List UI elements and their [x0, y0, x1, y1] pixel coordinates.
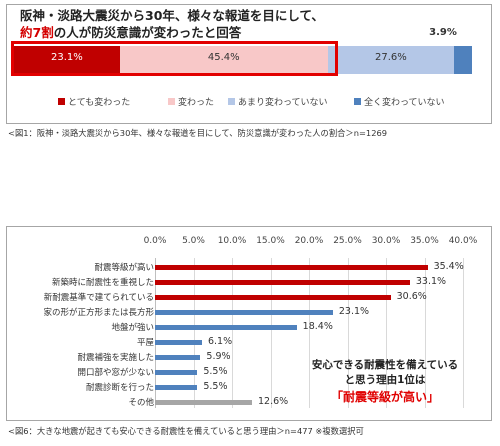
category-label: 新築時に耐震性を重視した [51, 278, 154, 288]
gridline [270, 258, 272, 408]
bar-value-label: 23.1% [338, 306, 370, 317]
x-tick-label: 0.0% [143, 236, 167, 246]
category-label: 耐震補強を実施した [77, 353, 154, 363]
category-label: 耐震等級が高い [94, 263, 154, 273]
chart2-panel [6, 226, 492, 421]
legend-swatch [354, 98, 361, 105]
gridline [309, 258, 310, 408]
stack-segment-1 [119, 46, 328, 74]
x-tick-label: 20.0% [294, 236, 324, 246]
gridline [386, 258, 387, 408]
gridline [232, 258, 233, 408]
legend-item: とても変わった [58, 95, 130, 108]
bar-value-label: 18.4% [302, 321, 333, 332]
chart2-caption: <図6：大きな地震が起きても安心できる耐震性を備えていると思う理由＞n=477 … [8, 426, 364, 436]
chart1-title: 阪神・淡路大震災から30年、様々な報道を目にして、 約7割の人が防災意識が変わっ… [20, 7, 324, 41]
bar-value-label: 30.6% [396, 291, 427, 302]
legend-swatch [168, 98, 175, 105]
callout-line-1: 安心できる耐震性を備えている [311, 359, 459, 371]
x-tick-label: 40.0% [448, 236, 478, 246]
stack-segment-2 [327, 46, 455, 74]
title-line-2-rest: の人が防災意識が変わったと回答 [53, 25, 242, 40]
stack-segment-3 [454, 46, 472, 74]
stack-value-label: 23.1% [51, 52, 83, 63]
bar-value-label: 33.1% [415, 276, 447, 287]
legend-item: あまり変わっていない [228, 95, 328, 108]
category-label: 家の形が正方形または長方形 [43, 308, 154, 318]
bar [155, 310, 333, 315]
bar [155, 385, 198, 390]
title-line-1: 阪神・淡路大震災から30年、様々な報道を目にして、 [20, 8, 324, 23]
stack-value-label-outside: 3.9% [429, 27, 457, 38]
x-tick-label: 25.0% [333, 236, 362, 246]
stack-value-label: 27.6% [375, 52, 407, 63]
legend-label: 全く変わっていない [364, 98, 445, 108]
bar-value-label: 6.1% [207, 336, 233, 347]
category-label: その他 [128, 398, 154, 408]
callout-line-2: と思う理由1位は [344, 374, 426, 386]
legend-swatch [58, 98, 65, 105]
bar-value-label: 12.6% [258, 396, 289, 407]
legend-label: 変わった [178, 98, 215, 108]
gridline [463, 258, 464, 408]
chart1-caption: <図1：阪神・淡路大震災から30年、様々な報道を目にして、防災意識が変わった人の… [8, 128, 388, 138]
chart2-callout: 安心できる耐震性を備えている と思う理由1位は 「耐震等級が高い」 [293, 358, 477, 406]
x-tick-label: 35.0% [410, 236, 439, 246]
category-label: 新耐震基準で建てられている [43, 293, 154, 303]
x-tick-label: 15.0% [256, 236, 285, 246]
title-highlight: 約7割 [20, 25, 54, 40]
gridline [424, 258, 426, 408]
bar [155, 355, 201, 360]
gridline [347, 258, 349, 408]
callout-highlight: 「耐震等級が高い」 [330, 390, 439, 404]
bar [155, 400, 253, 405]
stacked-bar: 23.1% 45.4% 27.6% [14, 46, 472, 74]
highlight-frame [11, 41, 338, 76]
bar-value-label: 5.5% [203, 381, 228, 392]
gridline [193, 258, 195, 408]
stack-value-label: 45.4% [207, 52, 240, 63]
y-axis-line [155, 258, 156, 408]
x-tick-label: 30.0% [371, 236, 401, 246]
legend-swatch [228, 98, 235, 105]
bar-value-label: 35.4% [433, 261, 464, 272]
legend-label: とても変わった [68, 98, 131, 108]
category-label: 耐震診断を行った [85, 383, 154, 393]
x-tick-label: 5.0% [182, 236, 205, 246]
bar [155, 340, 202, 345]
bar [155, 265, 428, 270]
category-label: 平屋 [136, 338, 154, 348]
bar [155, 370, 198, 375]
bar [155, 325, 297, 330]
stack-segment-0 [14, 46, 120, 74]
x-tick-label: 10.0% [217, 236, 247, 246]
legend-item: 変わった [168, 95, 214, 108]
bar [155, 295, 391, 300]
category-label: 開口部や窓が少ない [77, 368, 154, 378]
title-line-2: 約7割の人が防災意識が変わったと回答 [20, 24, 324, 41]
category-label: 地盤が強い [111, 323, 154, 333]
bar-value-label: 5.9% [206, 351, 231, 362]
legend-item: 全く変わっていない [354, 95, 445, 108]
bar [155, 280, 410, 285]
legend-label: あまり変わっていない [238, 98, 328, 108]
bar-value-label: 5.5% [203, 366, 228, 377]
